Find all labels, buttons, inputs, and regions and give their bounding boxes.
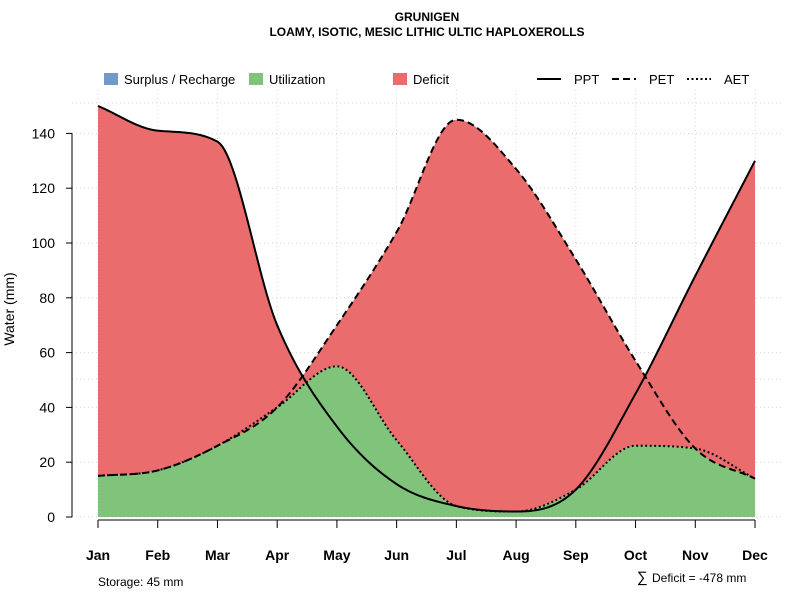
y-tick-label: 140 [32,125,56,141]
y-tick-label: 80 [39,290,55,306]
x-tick-label: Feb [145,547,170,563]
x-tick-label: Jun [384,547,409,563]
y-tick-label: 0 [47,509,55,525]
legend-swatch [393,73,407,85]
x-tick-label: Jan [86,547,110,563]
legend: Surplus / Recharge Utilization Deficit PPT P… [104,72,749,87]
y-axis-label: Water (mm) [1,272,17,345]
series-lines [97,105,756,513]
chart-title: GRUNIGEN [395,10,460,24]
axes: 0 20 40 60 80 100 120 140 Jan Feb Mar Apr May Jun Jul A… [32,125,768,563]
x-tick-label: Sep [563,547,589,563]
x-tick-label: Nov [682,547,709,563]
legend-label: Deficit [413,72,450,87]
y-tick-label: 100 [32,235,56,251]
legend-label: PPT [574,72,599,87]
x-tick-label: Jul [446,547,466,563]
legend-label: Utilization [269,72,325,87]
x-tick-label: Aug [502,547,529,563]
x-tick-label: May [323,547,350,563]
y-tick-label: 40 [39,399,55,415]
x-tick-label: Apr [265,547,290,563]
x-tick-label: Dec [742,547,768,563]
storage-annotation: Storage: 45 mm [98,575,183,589]
legend-swatch [249,73,263,85]
series-line-aet [97,365,756,513]
deficit-symbol: ∑ [637,569,648,586]
legend-label: PET [649,72,674,87]
x-tick-label: Oct [624,547,648,563]
legend-label: AET [724,72,749,87]
y-tick-label: 120 [32,180,56,196]
legend-label: Surplus / Recharge [124,72,235,87]
deficit-area [98,106,755,512]
legend-swatch [104,73,118,85]
y-tick-label: 60 [39,345,55,361]
y-tick-label: 20 [39,454,55,470]
chart-subtitle: LOAMY, ISOTIC, MESIC LITHIC ULTIC HAPLOX… [269,25,584,39]
x-tick-label: Mar [205,547,230,563]
deficit-annotation: Deficit = -478 mm [652,571,746,585]
